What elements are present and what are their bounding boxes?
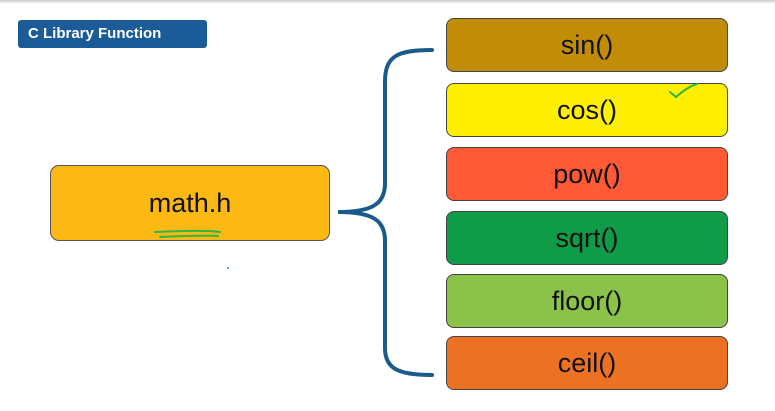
function-box-ceil: ceil() — [446, 336, 728, 390]
function-label: cos() — [557, 94, 617, 125]
underline-annotation-2 — [159, 234, 219, 238]
function-label: pow() — [553, 158, 621, 189]
slide-title: C Library Function — [18, 20, 207, 48]
function-label: floor() — [551, 285, 623, 316]
function-label: sqrt() — [555, 222, 619, 253]
function-box-floor: floor() — [446, 274, 728, 328]
curly-bracket — [337, 48, 434, 377]
annotation-dot — [227, 267, 229, 269]
function-label: sin() — [560, 29, 614, 60]
underline-annotation — [154, 229, 221, 233]
header-file-box: math.h — [50, 165, 330, 241]
function-box-sqrt: sqrt() — [446, 211, 728, 265]
function-box-sin: sin() — [446, 18, 728, 72]
header-file-label: math.h — [148, 187, 232, 218]
check-mark-annotation — [669, 83, 698, 99]
function-box-pow: pow() — [446, 147, 728, 201]
top-rule — [0, 0, 775, 4]
function-label: ceil() — [557, 347, 617, 378]
